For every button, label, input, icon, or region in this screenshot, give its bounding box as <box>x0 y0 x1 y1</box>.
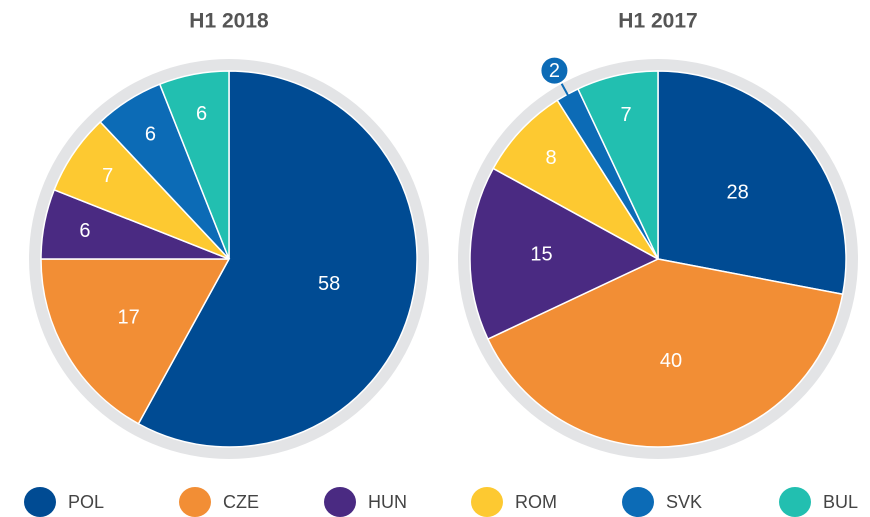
chart-title: H1 2018 <box>189 10 269 33</box>
data-label: 17 <box>118 307 140 329</box>
data-label: 28 <box>727 181 749 203</box>
data-label: 2 <box>549 60 560 82</box>
pie-slice <box>40 258 231 425</box>
pie-slice <box>492 99 659 260</box>
pie-slice <box>158 70 230 260</box>
legend-label: POL <box>68 492 104 512</box>
legend-swatch <box>324 487 356 517</box>
callout-badge <box>539 55 570 86</box>
legend-label: ROM <box>515 492 557 512</box>
legend-swatch <box>779 487 811 517</box>
legend-label: HUN <box>368 492 407 512</box>
legend-swatch <box>622 487 654 517</box>
data-label: 58 <box>318 273 340 295</box>
legend-swatch <box>471 487 503 517</box>
legend-swatch <box>179 487 211 517</box>
pie-slice <box>486 258 844 448</box>
chart-title: H1 2017 <box>618 10 697 33</box>
pie-slice <box>576 70 659 260</box>
legend-label: SVK <box>666 492 702 512</box>
legend-label: BUL <box>823 492 858 512</box>
data-label: 7 <box>620 104 631 126</box>
data-label: 8 <box>546 147 557 169</box>
pie-slice <box>657 70 847 296</box>
pie-slice <box>137 70 418 448</box>
data-label: 7 <box>102 165 113 187</box>
data-label: 40 <box>660 350 682 372</box>
data-label: 6 <box>145 123 156 145</box>
legend-swatch <box>24 487 56 517</box>
data-label: 15 <box>530 244 552 266</box>
pie-slice <box>469 167 660 341</box>
data-label: 6 <box>196 103 207 125</box>
data-label: 6 <box>79 220 90 242</box>
legend-label: CZE <box>223 492 259 512</box>
